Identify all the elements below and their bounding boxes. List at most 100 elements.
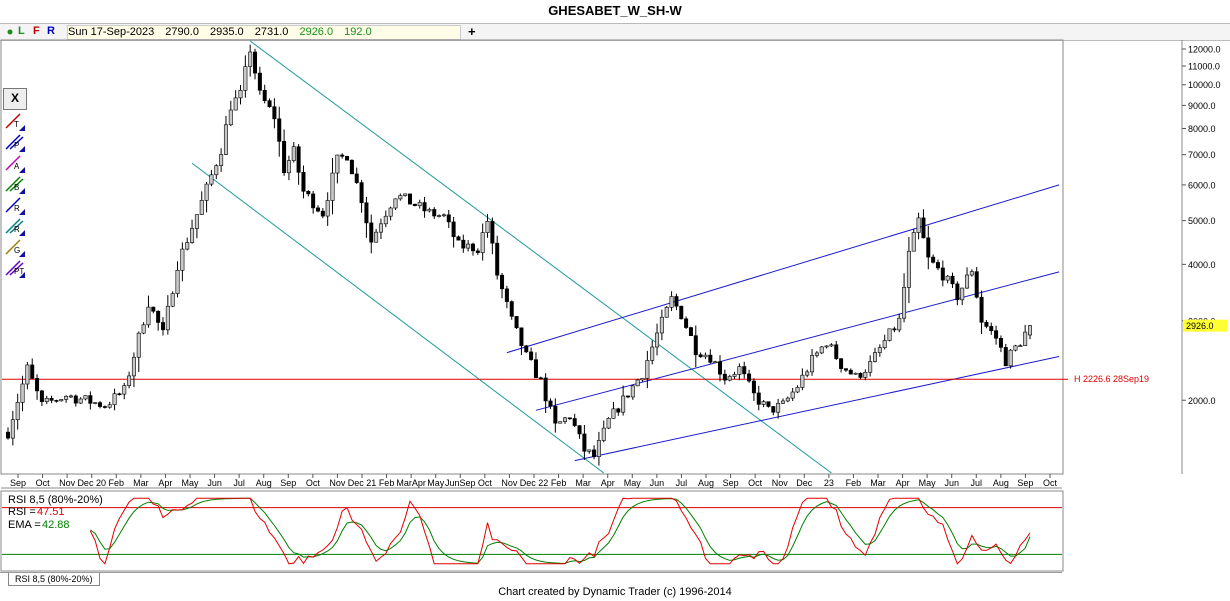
x-tick-label: Jun [944, 478, 959, 488]
candle-body [151, 306, 156, 312]
candle [567, 417, 572, 420]
candle [558, 421, 563, 424]
bar-close: 2926.0 [299, 26, 334, 38]
candle-body [543, 377, 548, 402]
candle [136, 331, 141, 373]
candle [102, 405, 107, 409]
candle [306, 190, 311, 197]
candle [320, 208, 325, 219]
candle [906, 236, 911, 304]
candle-body [170, 293, 175, 307]
candle [519, 327, 524, 356]
candle [887, 328, 892, 342]
panel-tab-bar: RSI 8,5 (80%-20%) [0, 572, 1062, 586]
price-time-tool-icon[interactable]: PT [3, 258, 25, 278]
r-toggle[interactable]: R [47, 25, 55, 37]
candle [756, 386, 761, 411]
candle [814, 351, 819, 358]
y-tick-label: 4000.0 [1188, 260, 1216, 270]
candle-body [897, 317, 902, 331]
candle [248, 44, 253, 77]
candle-body [1023, 331, 1028, 346]
candle-body [621, 395, 626, 413]
candle-body [814, 352, 819, 356]
candle-body [190, 228, 195, 243]
y-tick-label: 2000.0 [1188, 396, 1216, 406]
candle [664, 306, 669, 318]
candle [1023, 324, 1028, 346]
band-tool-icon[interactable]: B [3, 174, 25, 194]
l-toggle[interactable]: L [18, 25, 25, 37]
candle [732, 371, 737, 380]
candle [408, 193, 413, 205]
candle-body [461, 239, 466, 249]
rsi-value: 47.51 [37, 506, 65, 518]
candle [301, 165, 306, 199]
tab-rsi[interactable]: RSI 8,5 (80%-20%) [8, 573, 100, 586]
candle [223, 115, 228, 156]
candle [364, 196, 369, 238]
y-tick-label: 11000.0 [1188, 62, 1220, 72]
candle-body [882, 340, 887, 348]
toolbar-close-button[interactable]: X [3, 88, 27, 110]
candle-body [141, 324, 146, 334]
candle-body [848, 369, 853, 375]
candle [151, 306, 156, 314]
candle-body [214, 165, 219, 176]
candle [785, 396, 790, 403]
candle [776, 398, 781, 419]
candle-body [776, 402, 781, 413]
trendline-tool-icon[interactable]: T [3, 111, 25, 131]
candle [538, 376, 543, 380]
candle [480, 223, 485, 261]
candle-body [722, 373, 727, 381]
candle [98, 401, 103, 409]
candle [393, 198, 398, 211]
candle-body [78, 398, 83, 404]
candle-body [950, 275, 955, 285]
candle [848, 368, 853, 375]
candle-body [940, 267, 945, 281]
candle [960, 287, 965, 306]
f-toggle[interactable]: F [33, 25, 40, 37]
x-tick-label: Mar [133, 478, 149, 488]
candle [354, 167, 359, 184]
candle-body [863, 371, 868, 378]
candle [340, 153, 345, 159]
candle [122, 382, 127, 400]
candle-body [185, 242, 190, 250]
x-tick-label: Jun [207, 478, 222, 488]
candle-body [795, 387, 800, 393]
falling-channel-lower [191, 162, 605, 474]
candle-body [330, 172, 335, 201]
add-plus-icon[interactable]: + [468, 24, 476, 39]
candle-body [843, 368, 848, 371]
candle [441, 213, 446, 218]
candle-body [383, 215, 388, 225]
candle [1028, 325, 1033, 340]
candle [509, 300, 514, 320]
candle-body [718, 361, 723, 375]
candle-body [780, 400, 785, 404]
candle [59, 398, 64, 402]
candle-body [345, 156, 350, 161]
candle [727, 374, 732, 382]
parallel-channel-tool-icon[interactable]: P [3, 132, 25, 152]
candle [412, 203, 417, 207]
gann-tool-icon[interactable]: G [3, 237, 25, 257]
candle-body [984, 322, 989, 327]
candle-body [800, 374, 805, 388]
candle [20, 375, 25, 412]
candle [974, 267, 979, 299]
retracement-tool-icon[interactable]: R [3, 195, 25, 215]
candle-body [587, 449, 592, 452]
abc-tool-icon[interactable]: A [3, 153, 25, 173]
ratio-tool-icon[interactable]: R [3, 216, 25, 236]
x-tick-label: Jun [650, 478, 665, 488]
candle-body [625, 395, 630, 398]
candle [679, 305, 684, 320]
bar-low: 2731.0 [254, 26, 289, 38]
tool-letter: T [14, 120, 19, 129]
candle-body [945, 275, 950, 281]
